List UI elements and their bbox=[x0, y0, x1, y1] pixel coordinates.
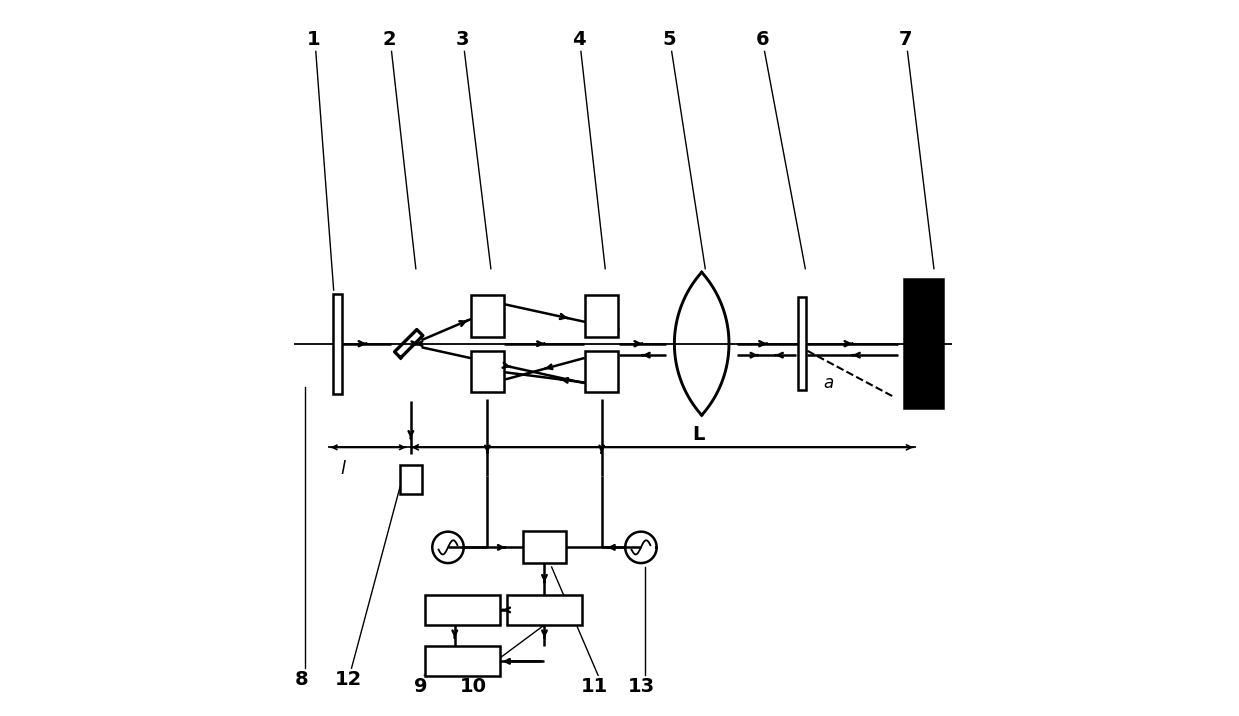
Bar bbox=[425, 647, 499, 677]
Bar bbox=[507, 595, 582, 625]
Bar bbox=[400, 465, 421, 494]
Bar bbox=[425, 595, 499, 625]
Text: 9: 9 bbox=[414, 677, 427, 696]
Text: 13: 13 bbox=[627, 677, 654, 696]
Text: 7: 7 bbox=[898, 31, 912, 49]
Text: 6: 6 bbox=[756, 31, 769, 49]
Text: 2: 2 bbox=[383, 31, 396, 49]
Text: 1: 1 bbox=[307, 31, 321, 49]
Text: 4: 4 bbox=[572, 31, 586, 49]
Bar bbox=[333, 294, 342, 394]
Bar bbox=[585, 295, 618, 337]
Text: L: L bbox=[691, 425, 704, 444]
Text: 11: 11 bbox=[581, 677, 608, 696]
Text: a: a bbox=[823, 374, 834, 392]
Text: 12: 12 bbox=[335, 670, 362, 689]
Text: 5: 5 bbox=[663, 31, 676, 49]
Bar bbox=[585, 351, 618, 392]
Text: l: l bbox=[341, 460, 346, 478]
Text: 10: 10 bbox=[460, 677, 487, 696]
Bar bbox=[471, 351, 504, 392]
Text: 8: 8 bbox=[295, 670, 309, 689]
Bar bbox=[798, 297, 805, 390]
Text: 3: 3 bbox=[456, 31, 470, 49]
Bar bbox=[523, 531, 566, 563]
Bar bbox=[903, 279, 943, 408]
Bar bbox=[471, 295, 504, 337]
